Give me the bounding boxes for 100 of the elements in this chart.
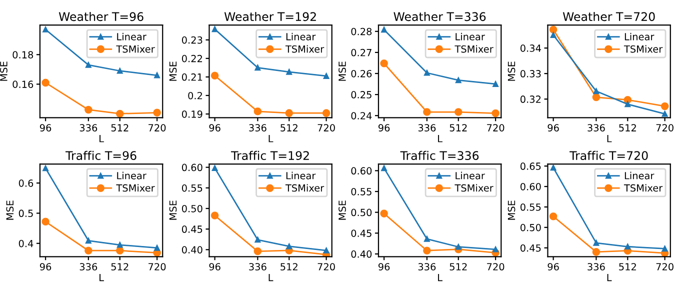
y-tick-label: 0.60: [351, 167, 372, 175]
y-axis-title: MSE: [338, 200, 346, 220]
x-axis-title: L: [438, 274, 442, 282]
legend-label: Linear: [286, 172, 316, 180]
legend-label: Linear: [117, 172, 146, 180]
y-tick-label: 0.55: [351, 188, 372, 196]
y-tick-label: 0.24: [351, 112, 372, 120]
x-tick-label: 336: [418, 124, 436, 132]
x-axis-title: L: [268, 274, 274, 282]
chart-title: Traffic T=336: [400, 150, 479, 160]
x-tick-label: 720: [148, 263, 166, 270]
y-tick-label: 0.40: [182, 246, 202, 254]
y-axis-title: MSE: [508, 62, 516, 81]
y-axis-title: MSE: [169, 62, 177, 81]
x-tick-label: 336: [249, 263, 266, 270]
y-tick-label: 0.26: [351, 70, 372, 78]
legend-label: TSMixer: [116, 45, 155, 53]
y-tick-label: 0.21: [182, 73, 202, 81]
x-tick-label: 512: [280, 263, 298, 270]
x-tick-label: 336: [80, 124, 98, 132]
legend-label: TSMixer: [624, 45, 663, 53]
y-tick-label: 0.28: [351, 28, 372, 36]
x-tick-label: 720: [656, 263, 674, 270]
legend-label: Linear: [456, 32, 485, 40]
x-tick-label: 512: [450, 263, 467, 270]
chart-title: Traffic T=720: [570, 150, 648, 160]
legend-label: TSMixer: [624, 184, 663, 192]
x-tick-label: 720: [656, 124, 674, 132]
y-tick-label: 0.5: [18, 210, 33, 218]
x-tick-label: 336: [249, 124, 266, 132]
y-tick-label: 0.45: [520, 244, 541, 252]
x-tick-label: 336: [588, 263, 605, 270]
y-axis-title: MSE: [508, 200, 516, 220]
x-tick-label: 512: [619, 263, 636, 270]
legend-label: Linear: [286, 32, 316, 40]
y-tick-label: 0.55: [182, 184, 202, 192]
y-tick-label: 0.16: [12, 80, 34, 88]
legend-label: TSMixer: [285, 45, 324, 53]
x-tick-label: 96: [378, 263, 390, 270]
y-tick-label: 0.55: [520, 203, 541, 211]
y-tick-label: 0.60: [520, 182, 541, 190]
chart-title: Traffic T=96: [65, 150, 136, 160]
x-tick-label: 720: [487, 124, 504, 132]
x-tick-label: 512: [111, 124, 128, 132]
y-tick-label: 0.60: [182, 164, 202, 172]
x-tick-label: 96: [40, 124, 52, 132]
y-tick-label: 0.18: [12, 51, 34, 58]
x-tick-label: 96: [378, 124, 390, 132]
x-tick-label: 96: [209, 124, 220, 132]
x-tick-label: 336: [418, 263, 436, 270]
chart-title: Weather T=336: [394, 12, 486, 22]
legend-label: TSMixer: [285, 184, 324, 192]
y-axis-title: MSE: [338, 62, 346, 81]
x-axis-title: L: [100, 135, 104, 142]
x-axis-title: L: [268, 135, 274, 142]
y-tick-label: 0.23: [182, 36, 202, 44]
x-axis-title: L: [607, 274, 612, 282]
y-tick-label: 0.32: [520, 96, 541, 103]
legend-label: TSMixer: [454, 45, 494, 53]
x-tick-label: 512: [280, 124, 298, 132]
y-axis-title: MSE: [0, 62, 8, 81]
x-tick-label: 96: [209, 263, 220, 270]
chart-title: Weather T=720: [562, 12, 655, 22]
y-tick-label: 0.50: [351, 208, 372, 216]
x-axis-title: L: [438, 135, 442, 142]
x-tick-label: 720: [148, 124, 166, 132]
chart-title: Traffic T=192: [231, 150, 309, 160]
chart-title: Weather T=192: [224, 12, 316, 22]
chart-title: Weather T=96: [58, 12, 144, 22]
x-tick-label: 512: [111, 263, 128, 270]
x-tick-label: 512: [619, 124, 636, 132]
x-tick-label: 96: [548, 124, 559, 132]
legend-label: TSMixer: [454, 184, 494, 192]
legend-label: TSMixer: [116, 184, 155, 192]
legend-label: Linear: [624, 172, 654, 180]
x-tick-label: 720: [487, 263, 504, 270]
legend-label: Linear: [624, 32, 654, 40]
y-axis-title: MSE: [169, 200, 177, 220]
y-tick-label: 0.40: [351, 250, 372, 258]
x-tick-label: 336: [588, 124, 605, 132]
y-tick-label: 0.45: [351, 230, 372, 237]
x-tick-label: 96: [40, 263, 52, 270]
y-tick-label: 0.65: [520, 162, 541, 170]
x-axis-title: L: [607, 135, 612, 142]
y-tick-label: 0.25: [351, 91, 372, 98]
y-tick-label: 0.50: [182, 204, 202, 212]
legend-label: Linear: [117, 32, 146, 40]
y-tick-label: 0.34: [520, 44, 541, 52]
y-tick-label: 0.6: [18, 180, 34, 187]
y-tick-label: 0.2: [188, 92, 202, 100]
x-tick-label: 720: [318, 124, 335, 132]
x-axis-title: L: [100, 274, 104, 282]
x-tick-label: 512: [450, 124, 467, 132]
x-tick-label: 336: [80, 263, 98, 270]
x-tick-label: 96: [548, 263, 559, 270]
y-tick-label: 0.19: [182, 110, 202, 118]
y-tick-label: 0.22: [182, 54, 202, 62]
y-tick-label: 0.27: [351, 48, 372, 56]
y-tick-label: 0.33: [520, 70, 541, 78]
y-tick-label: 0.4: [18, 240, 34, 248]
